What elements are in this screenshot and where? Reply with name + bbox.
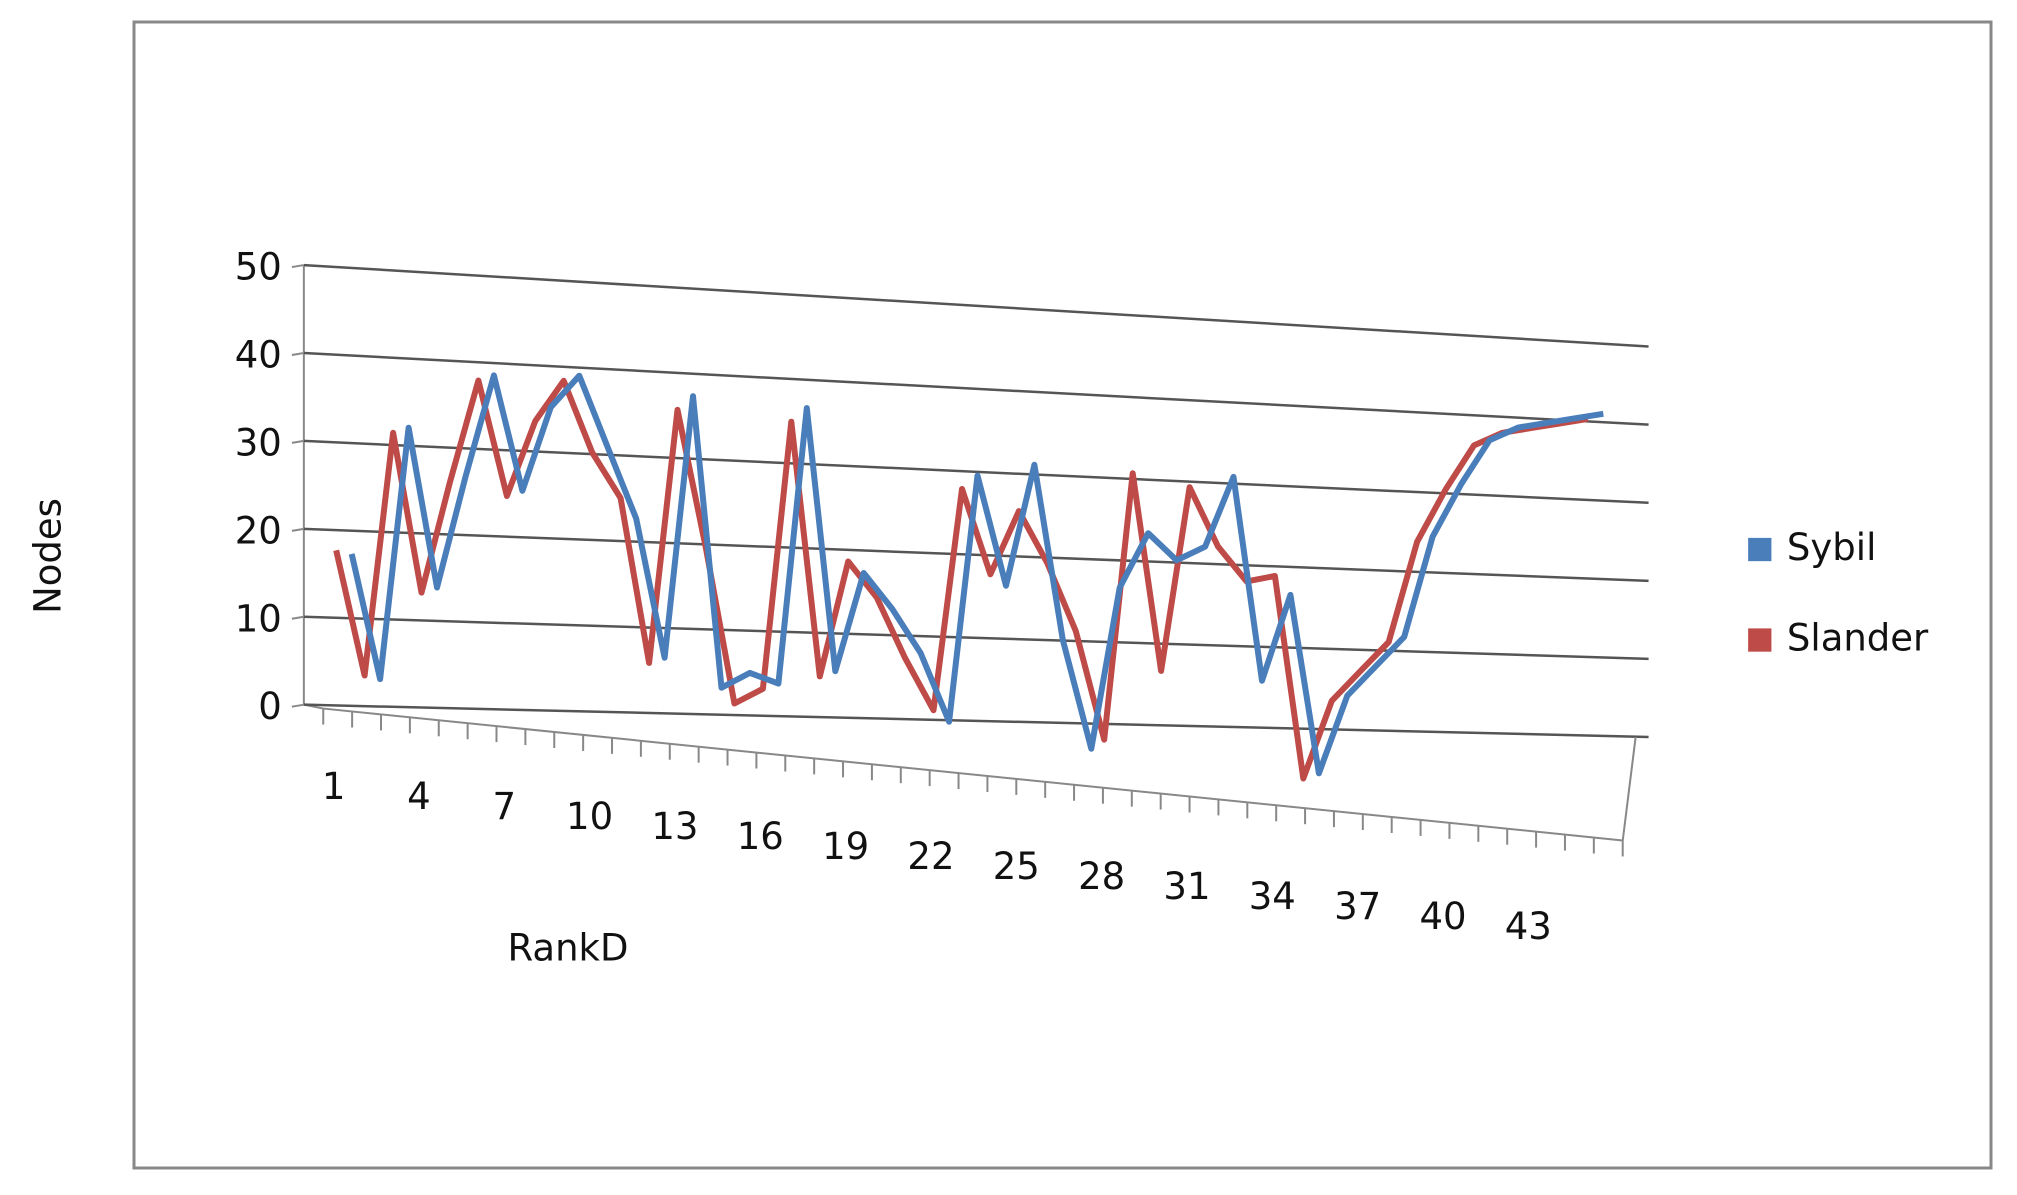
x-tick-label: 1 [322, 765, 346, 808]
y-tick [291, 703, 305, 708]
legend-label: Slander [1787, 617, 1929, 660]
plot-area: 0 10 20 30 40 50 1 4 7 10 13 16 19 22 25 28 31 34 37 40 43 [235, 246, 1649, 948]
series-line [348, 372, 1604, 777]
y-tick [291, 527, 305, 532]
x-tick-label: 28 [1078, 855, 1125, 898]
series-line [333, 377, 1589, 782]
y-tick-label: 0 [258, 685, 282, 728]
legend-swatch [1748, 628, 1772, 652]
x-tick-label: 19 [822, 825, 869, 868]
grid-line [303, 439, 1649, 504]
grid-line [303, 703, 1649, 739]
x-tick-label: 34 [1249, 875, 1296, 918]
x-tick-label: 25 [993, 845, 1040, 888]
y-tick-label: 20 [235, 509, 282, 552]
y-tick [291, 352, 305, 356]
x-tick-label: 37 [1334, 885, 1381, 928]
x-tick-label: 16 [737, 815, 784, 858]
x-tick-label: 13 [651, 805, 698, 848]
y-tick-label: 40 [235, 333, 282, 376]
grid-line [303, 351, 1649, 426]
x-tick-label: 7 [492, 785, 516, 828]
x-tick-label: 10 [566, 795, 613, 838]
x-tick-label: 4 [407, 775, 431, 818]
x-tick-label: 31 [1163, 865, 1210, 908]
floor-right-edge [1621, 736, 1637, 841]
legend-swatch [1748, 537, 1772, 562]
x-axis-line [323, 707, 1623, 842]
x-tick-label: 40 [1419, 895, 1466, 938]
y-axis-title: Nodes [27, 498, 70, 614]
grid-line [303, 263, 1649, 348]
legend: Sybil Slander [1748, 526, 1929, 660]
y-tick-label: 30 [235, 421, 282, 464]
legend-label: Sybil [1787, 526, 1876, 569]
grid-line [303, 615, 1649, 661]
y-tick [291, 264, 305, 269]
x-tick-label: 43 [1505, 905, 1552, 948]
y-tick [291, 615, 305, 620]
x-axis-title: RankD [508, 927, 629, 970]
y-tick [291, 439, 305, 444]
y-tick-label: 50 [235, 246, 282, 289]
x-tick-label: 22 [907, 835, 954, 878]
y-tick-label: 10 [235, 597, 282, 640]
